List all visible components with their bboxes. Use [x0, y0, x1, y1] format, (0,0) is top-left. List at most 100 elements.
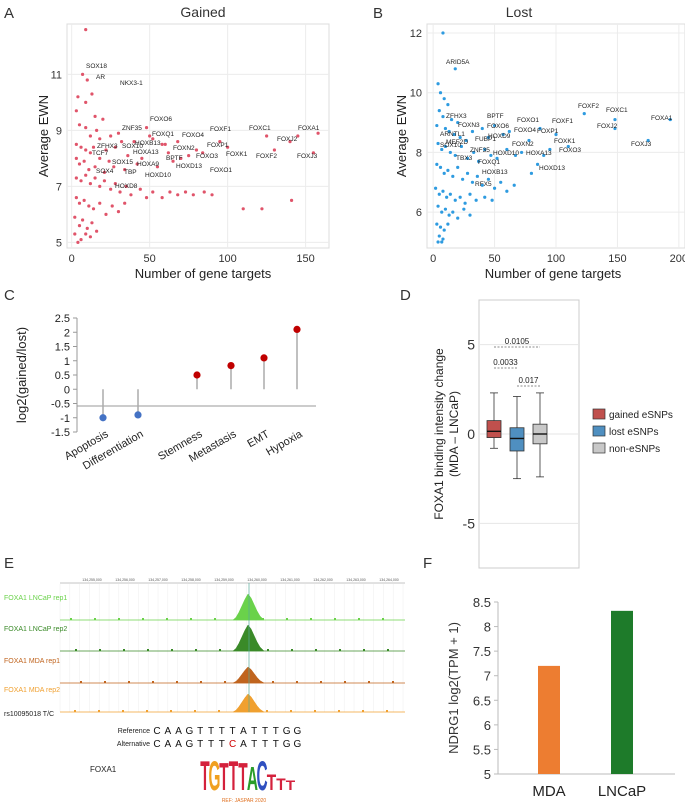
- scatter-point: [179, 156, 183, 160]
- track-noise: [152, 681, 154, 683]
- bar-plot-area: [498, 602, 685, 773]
- scatter-point: [453, 67, 457, 71]
- motif-letter: T: [200, 751, 209, 799]
- scatter-point: [440, 147, 444, 152]
- scatter-point: [443, 144, 448, 149]
- panel-letter-f: F: [423, 555, 432, 572]
- track-noise: [368, 681, 370, 683]
- scatter-point: [112, 165, 116, 169]
- track-noise: [290, 710, 292, 712]
- scatter-point: [144, 196, 149, 200]
- coordinate-label: 134,256,000: [115, 578, 135, 582]
- reference-base: T: [262, 726, 268, 737]
- point-label: HOXD13: [176, 163, 202, 170]
- scatter-point: [441, 31, 445, 35]
- y-tick-label: 12: [410, 28, 422, 40]
- point-label: SOX18: [86, 63, 107, 70]
- scatter-lost-ylabel: Average EWN: [394, 95, 409, 177]
- scatter-point: [95, 128, 99, 132]
- coordinate-label: 134,258,000: [181, 578, 201, 582]
- alternative-base: A: [175, 739, 182, 750]
- scatter-point: [458, 195, 462, 199]
- scatter-point: [458, 135, 462, 140]
- track-noise: [344, 681, 346, 683]
- scatter-point: [82, 198, 86, 202]
- point-label: FOXN2: [173, 145, 195, 152]
- genome-browser: 134,255,000 134,256,000 134,257,000 134,258…: [4, 576, 405, 804]
- y-tick-label: 2.5: [55, 313, 70, 325]
- boxplot-boxes: [486, 392, 548, 480]
- scatter-point: [160, 196, 164, 200]
- point-label: FOXF1: [210, 126, 231, 133]
- y-tick-label: 2: [64, 327, 70, 339]
- scatter-point: [474, 198, 478, 202]
- browser-frame: [60, 576, 405, 688]
- scatter-point: [452, 132, 456, 137]
- motif-letter: C: [256, 751, 267, 799]
- scatter-point: [202, 190, 206, 194]
- scatter-gained-ticks: 0 50 100 150 5 7 9 11: [51, 69, 315, 265]
- alternative-base: T: [197, 739, 203, 750]
- y-tick-label: 8: [416, 147, 422, 159]
- reference-base: G: [283, 726, 291, 737]
- scatter-point: [79, 179, 83, 183]
- alternative-base: A: [164, 739, 171, 750]
- panel-letter-e: E: [4, 555, 14, 572]
- snp-label: rs10095018 T/C: [4, 711, 54, 718]
- scatter-point: [472, 150, 476, 155]
- point-label: TBP: [124, 169, 137, 176]
- track-noise: [99, 649, 101, 651]
- track-noise: [358, 618, 360, 620]
- scatter-point: [77, 224, 82, 228]
- scatter-point: [447, 213, 451, 217]
- scatter-point: [436, 82, 440, 86]
- scatter-point: [668, 117, 672, 122]
- y-tick-label: -0.5: [51, 399, 70, 411]
- scatter-point: [475, 174, 479, 178]
- point-label: FOXF2: [578, 103, 599, 110]
- scatter-point: [74, 176, 78, 180]
- track-noise: [218, 710, 220, 712]
- scatter-point: [442, 228, 446, 232]
- legend-label: gained eSNPs: [609, 410, 673, 421]
- panel-letter-a: A: [4, 5, 14, 22]
- track-noise: [286, 618, 288, 620]
- alternative-base: T: [273, 739, 279, 750]
- point-label: FOXP1: [537, 128, 559, 135]
- track-noise: [75, 649, 77, 651]
- y-tick-label: 1: [64, 356, 70, 368]
- y-tick-label: 0: [467, 426, 475, 442]
- scatter-point: [437, 234, 441, 238]
- lollipop-dot: [134, 411, 142, 419]
- sequence-alignment: Reference Alternative C A A G T T T T A T T T G GC A A G…: [117, 726, 302, 750]
- scatter-point: [135, 162, 139, 166]
- scatter-point: [118, 190, 122, 194]
- y-tick-label: -5: [463, 515, 476, 531]
- scatter-point: [582, 112, 586, 116]
- scatter-point: [93, 176, 97, 180]
- track-noise: [214, 618, 216, 620]
- scatter-point: [166, 151, 170, 155]
- track-noise: [363, 649, 365, 651]
- x-tick-label: 50: [488, 253, 500, 265]
- scatter-point: [113, 145, 117, 149]
- scatter-point: [499, 180, 503, 184]
- scatter-point: [483, 147, 487, 152]
- point-label: SOX10: [440, 142, 461, 149]
- scatter-point: [140, 156, 144, 160]
- scatter-point: [129, 193, 133, 197]
- x-tick-label: 0: [69, 253, 75, 265]
- scatter-point: [461, 177, 465, 181]
- motif-letter: T: [276, 775, 286, 794]
- scatter-point: [87, 168, 91, 172]
- point-label: ZFHX3: [446, 113, 467, 120]
- x-tick-label: 150: [608, 253, 626, 265]
- scatter-point: [646, 138, 650, 143]
- scatter-point: [76, 95, 80, 99]
- scatter-point: [538, 126, 542, 131]
- scatter-point: [102, 170, 107, 174]
- scatter-point: [453, 198, 457, 202]
- coordinate-label: 134,260,000: [247, 578, 267, 582]
- scatter-lost-grid: [427, 24, 685, 248]
